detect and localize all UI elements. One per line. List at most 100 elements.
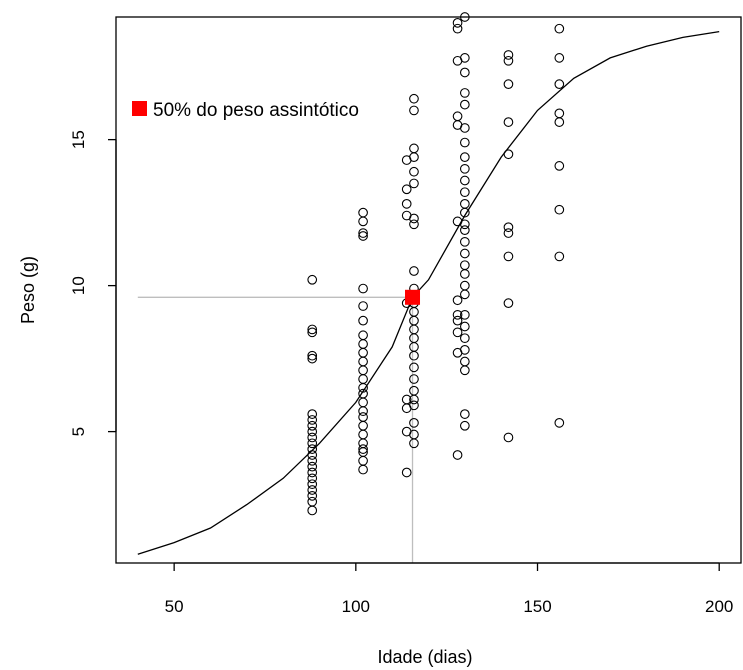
data-point xyxy=(459,365,470,376)
data-point xyxy=(401,199,412,209)
data-point xyxy=(409,166,419,177)
data-point xyxy=(307,479,318,490)
data-point xyxy=(401,155,412,165)
data-point xyxy=(554,204,565,215)
data-point xyxy=(409,219,419,230)
data-point xyxy=(401,426,412,437)
x-tick-label: 50 xyxy=(165,597,184,616)
data-point xyxy=(503,251,514,262)
data-point xyxy=(459,236,470,247)
data-point xyxy=(358,444,368,454)
data-point xyxy=(307,505,318,516)
data-point xyxy=(401,210,412,221)
legend-label: 50% do peso assintótico xyxy=(153,100,359,121)
x-tick-label: 150 xyxy=(523,597,551,616)
data-point xyxy=(459,219,470,230)
data-point xyxy=(503,222,514,233)
data-point xyxy=(459,137,470,148)
fitted-curve xyxy=(137,30,720,555)
x-tick-label: 200 xyxy=(705,597,733,616)
data-point xyxy=(358,231,368,241)
data-point xyxy=(459,289,470,300)
data-point xyxy=(554,23,565,34)
data-point xyxy=(307,461,318,472)
data-point xyxy=(307,432,318,443)
data-point xyxy=(409,374,419,384)
data-point xyxy=(459,409,470,419)
data-point xyxy=(358,464,368,475)
data-point xyxy=(409,93,419,104)
data-point xyxy=(459,248,470,259)
data-point xyxy=(409,266,419,276)
data-point xyxy=(307,438,318,449)
data-point xyxy=(409,105,419,116)
y-axis-title: Peso (g) xyxy=(18,256,38,324)
data-point xyxy=(459,67,470,78)
data-point xyxy=(409,178,419,189)
y-axis: 5 10 15 xyxy=(69,130,117,436)
y-tick-label: 15 xyxy=(69,130,88,149)
data-point xyxy=(459,175,470,186)
data-point xyxy=(307,350,318,361)
data-point xyxy=(459,309,470,320)
data-point xyxy=(409,394,419,405)
data-point xyxy=(554,418,565,428)
data-point xyxy=(307,455,318,466)
data-point xyxy=(459,207,470,218)
data-point xyxy=(307,327,318,338)
data-point xyxy=(503,50,514,60)
data-point xyxy=(503,298,514,308)
data-point xyxy=(452,23,463,34)
data-point xyxy=(503,228,514,238)
highlight-point xyxy=(405,289,421,305)
x-axis: 50 100 150 200 xyxy=(165,562,733,616)
points-layer xyxy=(307,12,565,516)
data-point xyxy=(409,350,419,361)
data-point xyxy=(554,117,565,127)
data-point xyxy=(452,450,463,460)
y-tick-label: 10 xyxy=(69,276,88,295)
data-point xyxy=(307,490,318,501)
data-point xyxy=(459,333,470,344)
data-point xyxy=(459,420,470,431)
data-point xyxy=(358,382,368,393)
data-point xyxy=(307,444,318,454)
data-point xyxy=(358,228,368,238)
highlight-layer xyxy=(405,289,421,305)
data-point xyxy=(307,450,318,460)
data-point xyxy=(459,152,470,162)
x-tick-label: 100 xyxy=(342,597,370,616)
data-point xyxy=(459,187,470,198)
data-point xyxy=(409,438,419,449)
data-point xyxy=(459,123,470,133)
data-point xyxy=(459,225,470,235)
data-point xyxy=(503,55,514,66)
data-point xyxy=(503,149,514,160)
data-point xyxy=(401,403,412,414)
data-point xyxy=(554,161,565,171)
data-point xyxy=(307,274,318,285)
data-point xyxy=(358,315,368,326)
data-point xyxy=(307,485,318,495)
data-point xyxy=(452,315,463,326)
data-point xyxy=(459,321,470,332)
data-point xyxy=(307,409,318,419)
data-point xyxy=(358,283,368,294)
data-point xyxy=(307,426,318,437)
legend: 50% do peso assintótico xyxy=(132,100,359,121)
data-point xyxy=(452,295,463,306)
data-point xyxy=(459,163,470,174)
x-axis-title: Idade (dias) xyxy=(377,647,472,667)
data-point xyxy=(307,415,318,425)
data-point xyxy=(452,309,463,320)
data-point xyxy=(459,99,470,110)
legend-swatch xyxy=(132,101,147,116)
data-point xyxy=(503,117,514,127)
data-point xyxy=(358,216,368,227)
data-point xyxy=(307,467,318,478)
data-point xyxy=(409,418,419,428)
data-point xyxy=(554,251,565,262)
data-point xyxy=(401,184,412,195)
